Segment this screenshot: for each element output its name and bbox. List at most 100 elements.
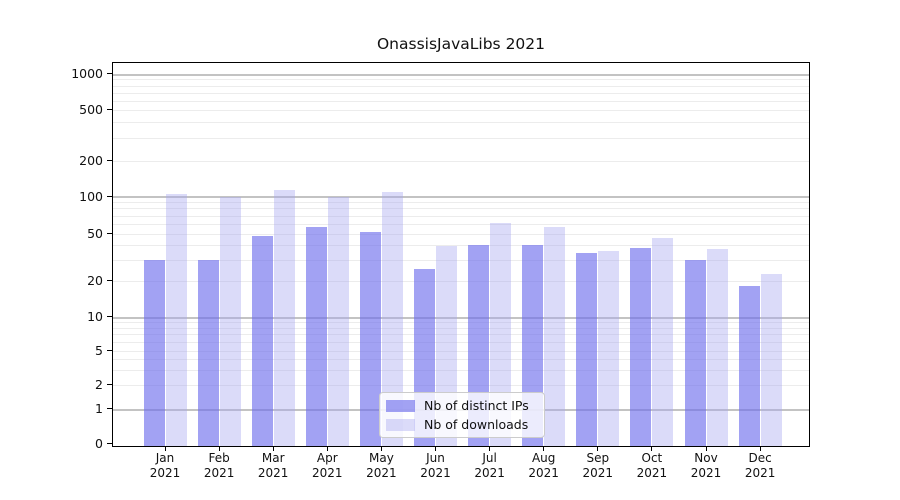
x-tick-mark [705, 447, 707, 451]
y-tick-label: 20 [87, 273, 103, 288]
gridline-major [113, 73, 809, 76]
bar-nb-of-distinct-ips-apr-2021 [305, 227, 327, 446]
bar-nb-of-distinct-ips-nov-2021 [684, 259, 706, 446]
gridline-minor [113, 138, 809, 140]
gridline-minor [113, 100, 809, 102]
x-tick-mark [326, 447, 328, 451]
y-tick-label: 50 [87, 225, 103, 241]
y-tick-label: 100 [79, 188, 103, 204]
x-tick-mark [597, 447, 599, 451]
y-tick-label: 200 [79, 153, 103, 168]
gridline-minor [113, 245, 809, 247]
x-tick-mark [380, 447, 382, 451]
y-tick-mark [107, 73, 112, 74]
y-tick-mark [107, 408, 112, 409]
legend-item-distinct-ips: Nb of distinct IPs [386, 396, 536, 415]
gridline-minor [113, 122, 809, 124]
bar-nb-of-downloads-apr-2021 [327, 196, 349, 446]
legend-swatch-distinct-ips [386, 399, 415, 412]
bar-nb-of-downloads-oct-2021 [652, 237, 674, 446]
y-tick-label: 10 [87, 309, 103, 324]
y-tick-mark [107, 232, 112, 234]
y-tick-label: 0 [95, 436, 103, 451]
bar-nb-of-distinct-ips-dec-2021 [738, 286, 760, 446]
gridline-minor [113, 369, 809, 371]
legend-label-downloads: Nb of downloads [424, 417, 529, 432]
bar-nb-of-downloads-dec-2021 [760, 273, 782, 446]
y-tick-mark [107, 384, 112, 385]
bar-nb-of-downloads-sep-2021 [598, 250, 620, 446]
bar-nb-of-downloads-jan-2021 [165, 194, 187, 446]
bar-nb-of-distinct-ips-may-2021 [359, 232, 381, 446]
x-tick-label: May 2021 [366, 451, 397, 480]
y-tick-mark [107, 280, 112, 281]
legend: Nb of distinct IPs Nb of downloads [379, 392, 545, 438]
x-tick-mark [218, 447, 220, 451]
bar-nb-of-distinct-ips-oct-2021 [630, 247, 652, 446]
x-tick-mark [759, 447, 761, 451]
x-tick-mark [543, 447, 545, 451]
gridline-minor [113, 161, 809, 162]
bar-nb-of-downloads-nov-2021 [706, 249, 728, 446]
chart-title: OnassisJavaLibs 2021 [376, 35, 546, 53]
legend-item-downloads: Nb of downloads [386, 415, 536, 434]
x-tick-mark [272, 447, 274, 451]
gridline-minor [113, 215, 809, 217]
y-tick-mark [107, 350, 112, 351]
x-tick-label: Dec 2021 [744, 451, 776, 480]
gridline-minor [113, 334, 809, 336]
x-tick-label: Jun 2021 [420, 451, 451, 480]
x-tick-mark [651, 447, 653, 451]
y-tick-mark [107, 443, 112, 444]
x-tick-label: Aug 2021 [528, 451, 559, 480]
bar-nb-of-distinct-ips-mar-2021 [251, 235, 273, 446]
bar-nb-of-downloads-mar-2021 [273, 189, 295, 446]
x-tick-label: Feb 2021 [203, 451, 235, 480]
plot-area [112, 62, 810, 447]
legend-label-distinct-ips: Nb of distinct IPs [424, 398, 529, 413]
y-tick-label: 2 [95, 377, 103, 392]
gridline-minor [113, 92, 809, 94]
y-tick-mark [107, 195, 112, 197]
gridline-minor [113, 327, 809, 329]
bar-nb-of-distinct-ips-feb-2021 [197, 259, 219, 446]
gridline-minor [113, 110, 809, 111]
gridline-minor [113, 385, 809, 386]
bar-nb-of-downloads-may-2021 [381, 191, 403, 446]
gridline-minor [113, 281, 809, 282]
x-tick-label: Mar 2021 [257, 451, 289, 480]
x-tick-label: Jan 2021 [149, 451, 181, 480]
x-tick-mark [489, 447, 491, 451]
gridline-minor [113, 259, 809, 261]
gridline-minor [113, 322, 809, 324]
gridline-minor [113, 208, 809, 210]
y-tick-label: 1000 [71, 66, 103, 81]
bar-nb-of-downloads-aug-2021 [544, 226, 566, 446]
gridline-minor [113, 79, 809, 81]
gridline-minor [113, 202, 809, 204]
x-tick-mark [435, 447, 436, 451]
legend-swatch-downloads [386, 418, 415, 431]
gridline-minor [113, 233, 809, 235]
x-tick-label: Oct 2021 [636, 451, 668, 480]
y-tick-mark [107, 160, 112, 161]
gridline-major [113, 316, 809, 319]
gridline-minor [113, 359, 809, 361]
x-tick-label: Jul 2021 [474, 451, 505, 480]
bar-nb-of-distinct-ips-jan-2021 [143, 259, 165, 446]
gridline-minor [113, 342, 809, 344]
x-tick-label: Apr 2021 [312, 451, 343, 480]
bar-nb-of-downloads-feb-2021 [219, 196, 241, 446]
bar-nb-of-distinct-ips-sep-2021 [576, 253, 598, 446]
y-tick-label: 5 [95, 343, 103, 358]
bar-nb-of-downloads-jul-2021 [490, 222, 512, 446]
x-tick-label: Sep 2021 [582, 451, 614, 480]
y-tick-mark [107, 316, 112, 317]
y-tick-label: 500 [79, 102, 103, 117]
gridline-minor [113, 351, 809, 352]
gridline-minor [113, 85, 809, 87]
x-tick-mark [164, 447, 166, 451]
y-tick-label: 1 [95, 401, 103, 416]
gridline-major [113, 196, 809, 198]
